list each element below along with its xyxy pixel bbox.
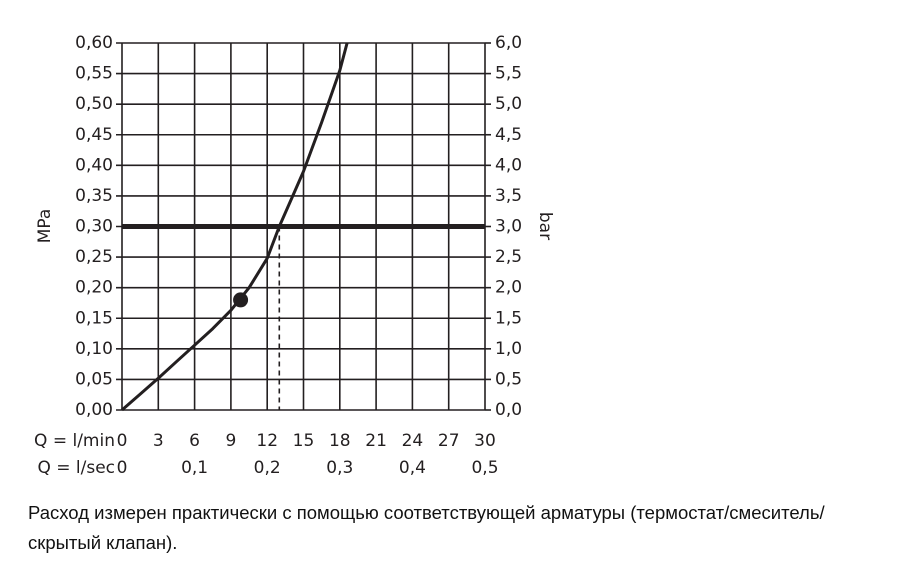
x2-axis-label: Q = l/sec <box>37 458 115 478</box>
y-tick-label: 0,40 <box>75 155 113 175</box>
curve <box>121 42 349 412</box>
y2-tick-label: 0,0 <box>495 400 522 420</box>
y2-tick-label: 5,5 <box>495 64 522 84</box>
y-tick-label: 0,05 <box>75 369 113 389</box>
y2-tick-label: 1,5 <box>495 308 522 328</box>
chart: Q = l/min Q = l/sec MPa bar 0,000,050,10… <box>34 33 555 478</box>
y2-tick-label: 3,5 <box>495 186 522 206</box>
x-tick-label: 3 <box>153 431 164 451</box>
y-tick-label: 0,35 <box>75 186 113 206</box>
y2-tick-label: 4,5 <box>495 125 522 145</box>
y-tick-label: 0,60 <box>75 33 113 53</box>
x-tick-label: 27 <box>438 431 460 451</box>
x2-tick-label: 0,4 <box>399 458 426 478</box>
y2-tick-label: 2,0 <box>495 278 522 298</box>
y2-tick-label: 1,0 <box>495 339 522 359</box>
x-tick-label: 24 <box>402 431 424 451</box>
x-axis-label: Q = l/min <box>34 431 115 451</box>
x-tick-label: 30 <box>474 431 496 451</box>
y2-tick-label: 2,5 <box>495 247 522 267</box>
y2-tick-label: 6,0 <box>495 33 522 53</box>
x2-tick-label: 0 <box>117 458 128 478</box>
y2-axis-label: bar <box>535 212 555 240</box>
y-tick-label: 0,25 <box>75 247 113 267</box>
y-tick-label: 0,15 <box>75 308 113 328</box>
y2-tick-label: 3,0 <box>495 217 522 237</box>
y-tick-label: 0,50 <box>75 94 113 114</box>
y-tick-label: 0,00 <box>75 400 113 420</box>
y2-tick-label: 0,5 <box>495 369 522 389</box>
caption: Расход измерен практически с помощью соо… <box>28 502 825 553</box>
x-tick-label: 18 <box>329 431 351 451</box>
x-tick-label: 21 <box>365 431 387 451</box>
x2-tick-label: 0,3 <box>326 458 353 478</box>
y-tick-label: 0,20 <box>75 278 113 298</box>
x2-tick-label: 0,2 <box>254 458 281 478</box>
x-tick-label: 0 <box>117 431 128 451</box>
x2-tick-label: 0,1 <box>181 458 208 478</box>
y-tick-label: 0,10 <box>75 339 113 359</box>
x-tick-label: 6 <box>189 431 200 451</box>
y2-tick-label: 4,0 <box>495 155 522 175</box>
x-tick-label: 12 <box>256 431 278 451</box>
x-tick-label: 15 <box>293 431 315 451</box>
y-tick-label: 0,30 <box>75 217 113 237</box>
y-tick-label: 0,45 <box>75 125 113 145</box>
operating-point <box>233 292 249 308</box>
y-tick-label: 0,55 <box>75 64 113 84</box>
y-axis-label: MPa <box>35 209 55 244</box>
x-tick-label: 9 <box>225 431 236 451</box>
y2-tick-label: 5,0 <box>495 94 522 114</box>
x2-tick-label: 0,5 <box>471 458 498 478</box>
